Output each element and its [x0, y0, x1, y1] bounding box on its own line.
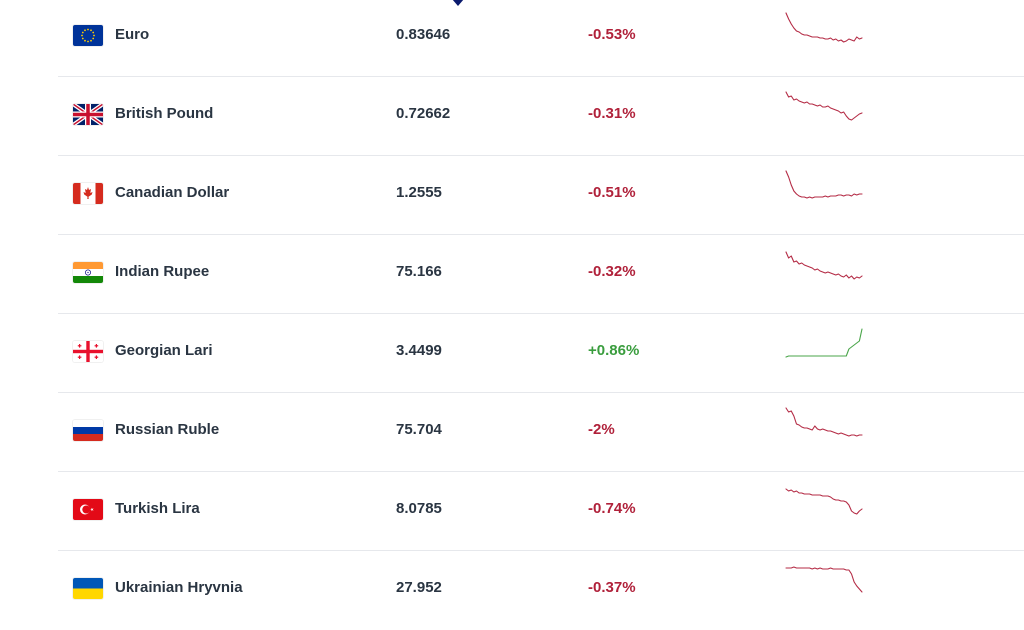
exchange-rate: 0.83646	[396, 26, 451, 43]
table-row-euro[interactable]: Euro 0.83646 -0.53%	[58, 0, 1024, 77]
sparkline-chart	[785, 328, 863, 358]
currency-name[interactable]: Turkish Lira	[115, 500, 200, 517]
exchange-rate: 75.166	[396, 263, 442, 280]
percent-change: -2%	[588, 421, 615, 438]
sort-caret-icon[interactable]	[452, 0, 464, 6]
currency-name[interactable]: Indian Rupee	[115, 263, 210, 280]
table-row-ukrainian-hryvnia[interactable]: Ukrainian Hryvnia 27.952 -0.37%	[58, 550, 1024, 629]
sparkline-chart	[785, 488, 863, 515]
ge-flag-icon	[73, 341, 103, 362]
percent-change: +0.86%	[588, 342, 640, 359]
sparkline-chart	[785, 251, 863, 280]
currency-name[interactable]: Euro	[115, 26, 150, 43]
sparkline-chart	[785, 170, 863, 199]
table-row-canadian-dollar[interactable]: Canadian Dollar 1.2555 -0.51%	[58, 155, 1024, 235]
exchange-rate: 75.704	[396, 421, 442, 438]
exchange-rate: 27.952	[396, 579, 442, 596]
table-row-british-pound[interactable]: British Pound 0.72662 -0.31%	[58, 76, 1024, 156]
percent-change: -0.51%	[588, 184, 636, 201]
ru-flag-icon	[73, 420, 103, 441]
currency-name[interactable]: British Pound	[115, 105, 214, 122]
uk-flag-icon	[73, 104, 103, 125]
sparkline-chart	[785, 91, 863, 121]
currency-name[interactable]: Russian Ruble	[115, 421, 220, 438]
currency-name[interactable]: Georgian Lari	[115, 342, 213, 359]
tr-flag-icon	[73, 499, 103, 520]
exchange-rate: 1.2555	[396, 184, 442, 201]
currency-name[interactable]: Canadian Dollar	[115, 184, 230, 201]
percent-change: -0.74%	[588, 500, 636, 517]
ca-flag-icon	[73, 183, 103, 204]
exchange-rate: 0.72662	[396, 105, 451, 122]
exchange-rate: 8.0785	[396, 500, 442, 517]
percent-change: -0.32%	[588, 263, 636, 280]
percent-change: -0.37%	[588, 579, 636, 596]
sparkline-chart	[785, 407, 863, 437]
sparkline-chart	[785, 566, 863, 593]
ua-flag-icon	[73, 578, 103, 599]
percent-change: -0.31%	[588, 105, 636, 122]
sparkline-chart	[785, 12, 863, 43]
eu-flag-icon	[73, 25, 103, 46]
table-row-georgian-lari[interactable]: Georgian Lari 3.4499 +0.86%	[58, 313, 1024, 393]
exchange-rate: 3.4499	[396, 342, 442, 359]
table-row-russian-ruble[interactable]: Russian Ruble 75.704 -2%	[58, 392, 1024, 472]
currency-name[interactable]: Ukrainian Hryvnia	[115, 579, 243, 596]
table-row-indian-rupee[interactable]: Indian Rupee 75.166 -0.32%	[58, 234, 1024, 314]
percent-change: -0.53%	[588, 26, 636, 43]
in-flag-icon	[73, 262, 103, 283]
table-row-turkish-lira[interactable]: Turkish Lira 8.0785 -0.74%	[58, 471, 1024, 551]
